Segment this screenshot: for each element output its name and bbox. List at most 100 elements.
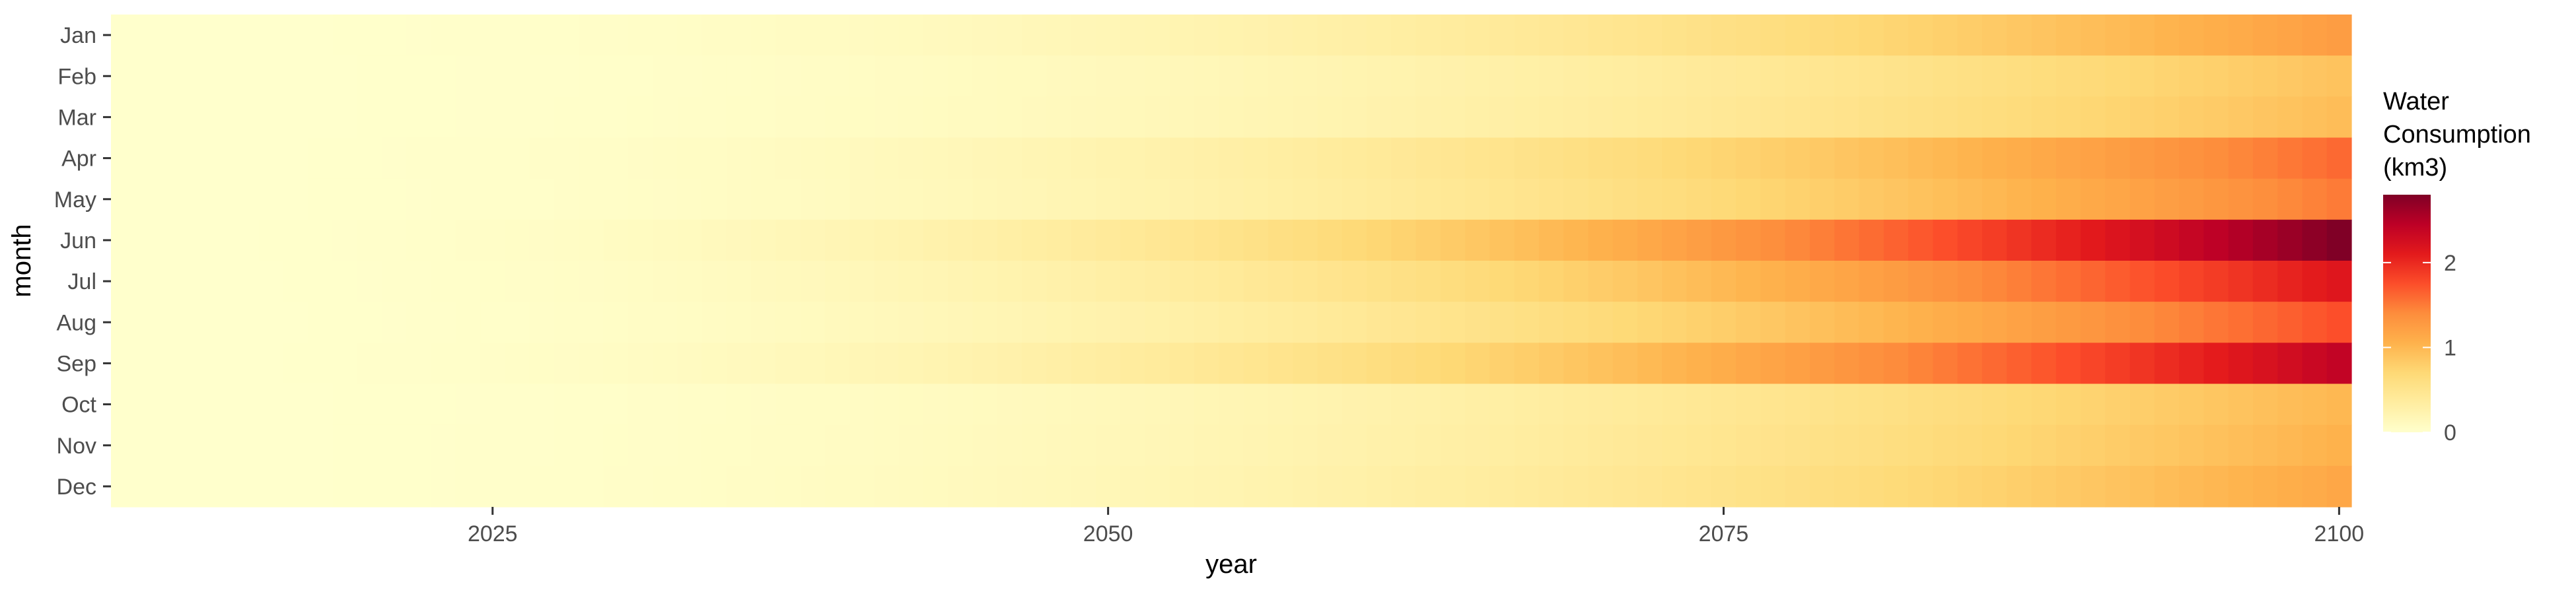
heatmap-tile: [1563, 219, 1589, 261]
heatmap-tile: [2179, 424, 2204, 467]
heatmap-tile: [160, 302, 186, 343]
heatmap-tile: [2302, 178, 2328, 220]
heatmap-tile: [677, 219, 703, 261]
heatmap-tile: [1588, 261, 1614, 302]
heatmap-tile: [382, 178, 407, 220]
heatmap-tile: [1169, 424, 1195, 467]
heatmap-tile: [1489, 55, 1515, 97]
heatmap-tile: [1415, 178, 1441, 220]
heatmap-tile: [603, 96, 629, 139]
heatmap-tile: [2105, 96, 2131, 139]
heatmap-tile: [1563, 178, 1589, 220]
heatmap-tile: [1465, 261, 1490, 302]
heatmap-tile: [849, 343, 875, 385]
heatmap-tile: [1563, 302, 1589, 343]
heatmap-tile: [1785, 15, 1810, 56]
heatmap-tile: [898, 424, 924, 467]
heatmap-tile: [1095, 178, 1121, 220]
heatmap-tile: [1489, 15, 1515, 56]
heatmap-tile: [1637, 383, 1663, 426]
heatmap-tile: [283, 302, 308, 343]
heatmap-tile: [898, 55, 924, 97]
heatmap-tile: [209, 302, 234, 343]
heatmap-tile: [1293, 383, 1318, 426]
heatmap-tile: [874, 343, 900, 385]
legend-title-line-3: (km3): [2383, 154, 2447, 182]
heatmap-tile: [2302, 55, 2328, 97]
heatmap-tile: [554, 219, 579, 261]
heatmap-tile: [1317, 343, 1343, 385]
heatmap-tile: [1268, 55, 1293, 97]
heatmap-tile: [2277, 343, 2303, 385]
heatmap-tile: [357, 96, 382, 139]
heatmap-tile: [332, 302, 358, 343]
heatmap-tile: [455, 96, 481, 139]
heatmap-tile: [2252, 383, 2278, 426]
heatmap-tile: [775, 465, 801, 508]
heatmap-tile: [1933, 343, 1958, 385]
heatmap-tile: [1933, 219, 1958, 261]
heatmap-tile: [2129, 96, 2155, 139]
heatmap-tile: [1391, 15, 1417, 56]
heatmap-tile: [751, 302, 777, 343]
heatmap-tile: [972, 15, 998, 56]
heatmap-tile: [382, 219, 407, 261]
heatmap-tile: [1342, 424, 1367, 467]
heatmap-tile: [972, 219, 998, 261]
heatmap-tile: [1046, 137, 1072, 180]
heatmap-tile: [1514, 96, 1540, 139]
heatmap-tile: [529, 55, 555, 97]
heatmap-tile: [627, 424, 653, 467]
heatmap-tile: [184, 343, 210, 385]
heatmap-tile: [1711, 302, 1736, 343]
heatmap-tile: [1859, 343, 1884, 385]
legend-tick-label: 0: [2444, 420, 2456, 446]
heatmap-tile: [1612, 137, 1638, 180]
heatmap-tile: [2326, 302, 2352, 343]
heatmap-tile: [726, 424, 752, 467]
heatmap-tile: [1809, 219, 1835, 261]
heatmap-tile: [2326, 383, 2352, 426]
heatmap-tile: [1982, 302, 2007, 343]
heatmap-tile: [455, 55, 481, 97]
heatmap-tile: [184, 465, 210, 508]
heatmap-tile: [603, 261, 629, 302]
heatmap-tile: [1342, 137, 1367, 180]
heatmap-tile: [2129, 55, 2155, 97]
heatmap-tile: [1686, 343, 1712, 385]
heatmap-tile: [2080, 55, 2106, 97]
heatmap-tile: [1883, 96, 1909, 139]
heatmap-tile: [1071, 261, 1096, 302]
heatmap-tile: [1514, 343, 1540, 385]
heatmap-tile: [2007, 96, 2032, 139]
heatmap-tile: [1046, 15, 1072, 56]
heatmap-tile: [1391, 96, 1417, 139]
heatmap-tile: [1957, 55, 1983, 97]
heatmap-tile: [1145, 383, 1170, 426]
heatmap-tile: [1194, 343, 1219, 385]
heatmap-tile: [2007, 302, 2032, 343]
heatmap-tile: [2154, 137, 2180, 180]
heatmap-tile: [1022, 383, 1048, 426]
y-tick-label: Apr: [61, 147, 96, 172]
heatmap-tile: [972, 383, 998, 426]
heatmap-tile: [1637, 137, 1663, 180]
heatmap-tile: [1120, 178, 1146, 220]
heatmap-tile: [775, 96, 801, 139]
heatmap-tile: [234, 465, 260, 508]
heatmap-tile: [1440, 178, 1466, 220]
heatmap-tile: [1785, 96, 1810, 139]
heatmap-tile: [160, 137, 186, 180]
heatmap-tile: [184, 15, 210, 56]
heatmap-tile: [824, 424, 850, 467]
heatmap-tile: [2080, 96, 2106, 139]
heatmap-tile: [2105, 424, 2131, 467]
heatmap-tile: [2007, 55, 2032, 97]
heatmap-tile: [2129, 219, 2155, 261]
heatmap-tile: [1169, 219, 1195, 261]
heatmap-tile: [1637, 343, 1663, 385]
heatmap-tile: [948, 178, 974, 220]
heatmap-tile: [1588, 137, 1614, 180]
heatmap-tile: [160, 15, 186, 56]
heatmap-tile: [283, 343, 308, 385]
